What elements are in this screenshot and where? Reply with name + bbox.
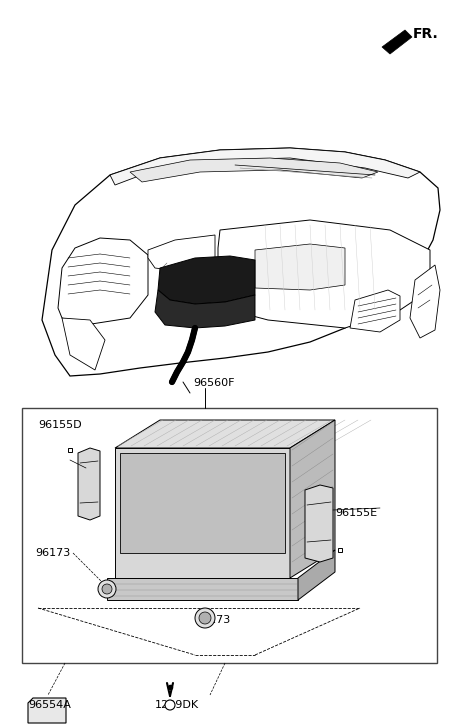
Polygon shape — [298, 550, 335, 600]
Polygon shape — [115, 420, 335, 448]
Polygon shape — [155, 290, 255, 328]
Polygon shape — [218, 220, 430, 328]
Circle shape — [199, 612, 211, 624]
Polygon shape — [58, 238, 148, 325]
Polygon shape — [148, 235, 215, 272]
Text: FR.: FR. — [413, 27, 439, 41]
Bar — [22, 408, 437, 663]
Text: 96173: 96173 — [195, 615, 230, 625]
Bar — [115, 448, 290, 578]
Circle shape — [108, 268, 128, 288]
Text: 96155E: 96155E — [335, 508, 377, 518]
Text: 96155D: 96155D — [38, 420, 82, 430]
Polygon shape — [410, 265, 440, 338]
Text: 96554A: 96554A — [28, 700, 71, 710]
Polygon shape — [305, 485, 333, 562]
Polygon shape — [290, 420, 335, 578]
Text: 1229DK: 1229DK — [155, 700, 199, 710]
Circle shape — [165, 700, 175, 710]
Polygon shape — [382, 30, 412, 54]
Polygon shape — [110, 148, 420, 185]
Polygon shape — [107, 578, 298, 600]
Polygon shape — [350, 290, 400, 332]
Polygon shape — [130, 158, 378, 182]
Polygon shape — [62, 318, 105, 370]
Circle shape — [102, 262, 134, 294]
Polygon shape — [28, 698, 66, 723]
Circle shape — [78, 273, 98, 293]
Text: 96173: 96173 — [35, 548, 70, 558]
Polygon shape — [42, 148, 440, 376]
Polygon shape — [255, 244, 345, 290]
Bar — [120, 453, 285, 553]
Circle shape — [102, 584, 112, 594]
Circle shape — [72, 267, 104, 299]
Circle shape — [195, 608, 215, 628]
Circle shape — [98, 580, 116, 598]
Polygon shape — [158, 256, 255, 304]
Polygon shape — [78, 448, 100, 520]
Text: 96560F: 96560F — [193, 378, 235, 388]
